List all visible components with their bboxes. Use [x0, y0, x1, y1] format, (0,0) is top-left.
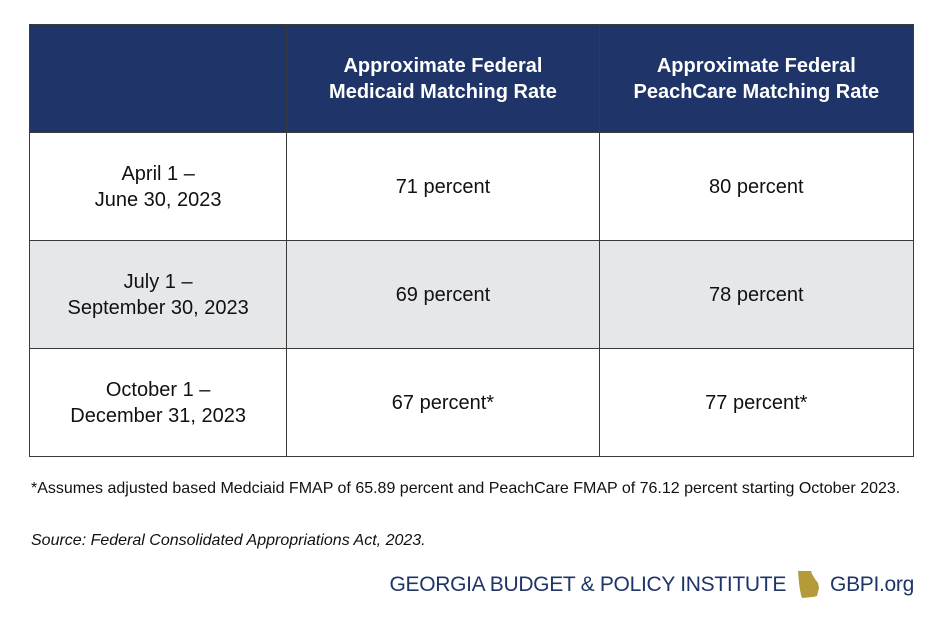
- period-start: July 1 –: [123, 270, 193, 293]
- peachcare-rate-cell: 77 percent*: [598, 348, 915, 457]
- period-cell: October 1 – December 31, 2023: [28, 348, 288, 457]
- brand-footer: GEORGIA BUDGET & POLICY INSTITUTE GBPI.o…: [389, 570, 914, 600]
- header-peachcare-rate: Approximate Federal PeachCare Matching R…: [598, 24, 915, 133]
- period-end: June 30, 2023: [94, 188, 222, 211]
- brand-org-name: GEORGIA BUDGET & POLICY INSTITUTE: [389, 573, 787, 596]
- table-row: October 1 – December 31, 2023 67 percent…: [28, 348, 915, 457]
- table-header-row: Approximate Federal Medicaid Matching Ra…: [28, 24, 915, 133]
- medicaid-rate-cell: 67 percent*: [286, 348, 600, 457]
- header-medicaid-line-1: Approximate Federal: [343, 54, 543, 77]
- peachcare-rate-cell: 78 percent: [598, 240, 915, 349]
- header-period-cell: [28, 24, 288, 133]
- source-note: Source: Federal Consolidated Appropriati…: [31, 532, 426, 549]
- period-start: October 1 –: [105, 378, 211, 401]
- period-cell: July 1 – September 30, 2023: [28, 240, 288, 349]
- period-end: September 30, 2023: [67, 296, 249, 319]
- footnote: *Assumes adjusted based Medciaid FMAP of…: [31, 480, 901, 497]
- table-row: April 1 – June 30, 2023 71 percent 80 pe…: [28, 132, 915, 241]
- matching-rate-table: Approximate Federal Medicaid Matching Ra…: [28, 24, 915, 457]
- header-peachcare-line-1: Approximate Federal: [656, 54, 856, 77]
- brand-site[interactable]: GBPI.org: [830, 573, 914, 596]
- medicaid-rate-cell: 71 percent: [286, 132, 600, 241]
- period-start: April 1 –: [121, 162, 195, 185]
- header-peachcare-line-2: PeachCare Matching Rate: [633, 80, 880, 103]
- header-medicaid-line-2: Medicaid Matching Rate: [329, 80, 557, 103]
- georgia-map-icon: [798, 571, 820, 598]
- period-end: December 31, 2023: [70, 404, 246, 427]
- header-medicaid-rate: Approximate Federal Medicaid Matching Ra…: [286, 24, 600, 133]
- peachcare-rate-cell: 80 percent: [598, 132, 915, 241]
- medicaid-rate-cell: 69 percent: [286, 240, 600, 349]
- table-row: July 1 – September 30, 2023 69 percent 7…: [28, 240, 915, 349]
- period-cell: April 1 – June 30, 2023: [28, 132, 288, 241]
